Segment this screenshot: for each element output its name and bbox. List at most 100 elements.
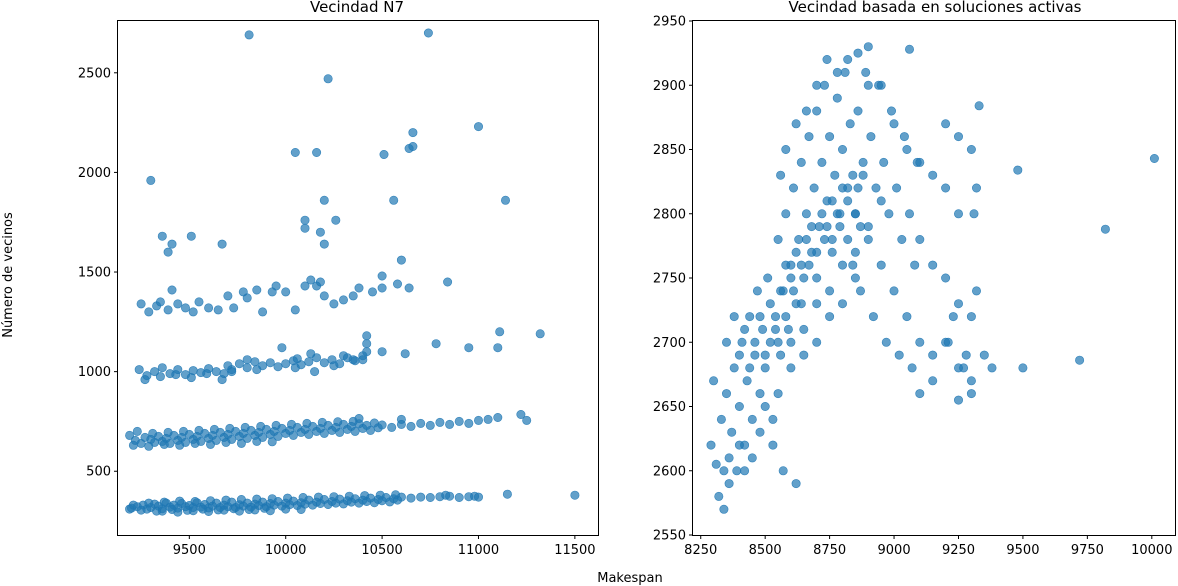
scatter-point: [315, 227, 325, 237]
scatter-point: [760, 350, 770, 360]
scatter-point: [267, 494, 277, 504]
scatter-point: [163, 427, 173, 437]
scatter-point: [740, 324, 750, 334]
scatter-point: [776, 350, 786, 360]
scatter-point: [136, 299, 146, 309]
scatter-point: [943, 337, 953, 347]
scatter-point: [709, 376, 719, 386]
scatter-point: [897, 235, 907, 245]
scatter-point: [306, 349, 316, 359]
scatter-point: [928, 260, 938, 270]
scatter-point: [283, 493, 293, 503]
scatter-point: [304, 429, 314, 439]
scatter-point: [801, 209, 811, 219]
scatter-point: [365, 425, 375, 435]
scatter-point: [313, 492, 323, 502]
scatter-point: [223, 291, 233, 301]
scatter-point: [425, 420, 435, 430]
scatter-point: [392, 279, 402, 289]
scatter-point: [350, 426, 360, 436]
scatter-point: [213, 305, 223, 315]
scatter-point: [879, 157, 889, 167]
scatter-point: [791, 479, 801, 489]
scatter-point: [889, 119, 899, 129]
scatter-point: [181, 303, 191, 313]
scatter-point: [928, 376, 938, 386]
scatter-point: [150, 367, 160, 377]
scatter-point: [750, 350, 760, 360]
y-tick-label: 2950: [653, 15, 686, 30]
scatter-point: [1013, 165, 1023, 175]
scatter-point: [768, 440, 778, 450]
scatter-point: [206, 496, 216, 506]
scatter-point: [915, 389, 925, 399]
x-tick-label: 9750: [1071, 543, 1104, 558]
y-tick-label: 1000: [78, 365, 111, 380]
scatter-point: [155, 372, 165, 382]
x-axis-ticks: 9500 10000 10500 11000 11500: [173, 535, 596, 558]
scatter-point: [855, 286, 865, 296]
scatter-point: [863, 80, 873, 90]
scatter-point: [788, 286, 798, 296]
subplot-title: Vecindad basada en soluciones activas: [789, 0, 1082, 16]
scatter-point: [290, 305, 300, 315]
scatter-point: [204, 303, 214, 313]
scatter-point: [304, 357, 314, 367]
scatter-point: [825, 312, 835, 322]
y-tick-label: 2600: [653, 464, 686, 479]
scatter-point: [853, 106, 863, 116]
scatter-point: [827, 247, 837, 257]
scatter-point: [907, 363, 917, 373]
scatter-point: [804, 260, 814, 270]
scatter-point: [853, 183, 863, 193]
scatter-point: [495, 327, 505, 337]
scatter-point: [435, 417, 445, 427]
scatter-point: [734, 401, 744, 411]
scatter-point: [128, 500, 138, 510]
scatter-point: [948, 312, 958, 322]
scatter-point: [941, 183, 951, 193]
x-tick-label: 9500: [173, 543, 206, 558]
scatter-point: [258, 307, 268, 317]
y-tick-label: 2000: [78, 166, 111, 181]
scatter-point: [755, 312, 765, 322]
scatter-point: [389, 195, 399, 205]
scatter-point: [425, 492, 435, 502]
scatter-point: [853, 48, 863, 58]
scatter-point: [265, 358, 275, 368]
scatter-point: [781, 260, 791, 270]
figure-y-label: Número de vecinos: [1, 212, 16, 338]
scatter-point: [236, 438, 246, 448]
scatter-point: [473, 122, 483, 132]
scatter-point: [843, 235, 853, 245]
scatter-point: [812, 273, 822, 283]
scatter-point: [747, 453, 757, 463]
scatter-point: [812, 247, 822, 257]
scatter-point: [770, 312, 780, 322]
scatter-point: [822, 222, 832, 232]
scatter-point: [242, 433, 252, 443]
scatter-points: [706, 42, 1159, 514]
x-tick-label: 10000: [1131, 543, 1172, 558]
scatter-point: [360, 491, 370, 501]
scatter-point: [157, 231, 167, 241]
scatter-point: [186, 373, 196, 383]
scatter-point: [493, 343, 503, 353]
scatter-point: [884, 209, 894, 219]
scatter-point: [966, 376, 976, 386]
scatter-point: [338, 351, 348, 361]
scatter-point: [812, 299, 822, 309]
scatter-point: [335, 427, 345, 437]
scatter-point: [773, 337, 783, 347]
scatter-point: [719, 504, 729, 514]
scatter-point: [763, 273, 773, 283]
scatter-point: [783, 324, 793, 334]
scatter-point: [209, 424, 219, 434]
scatter-point: [966, 145, 976, 155]
scatter-point: [416, 418, 426, 428]
scatter-point: [234, 359, 244, 369]
scatter-point: [125, 430, 135, 440]
scatter-point: [953, 209, 963, 219]
scatter-point: [902, 312, 912, 322]
